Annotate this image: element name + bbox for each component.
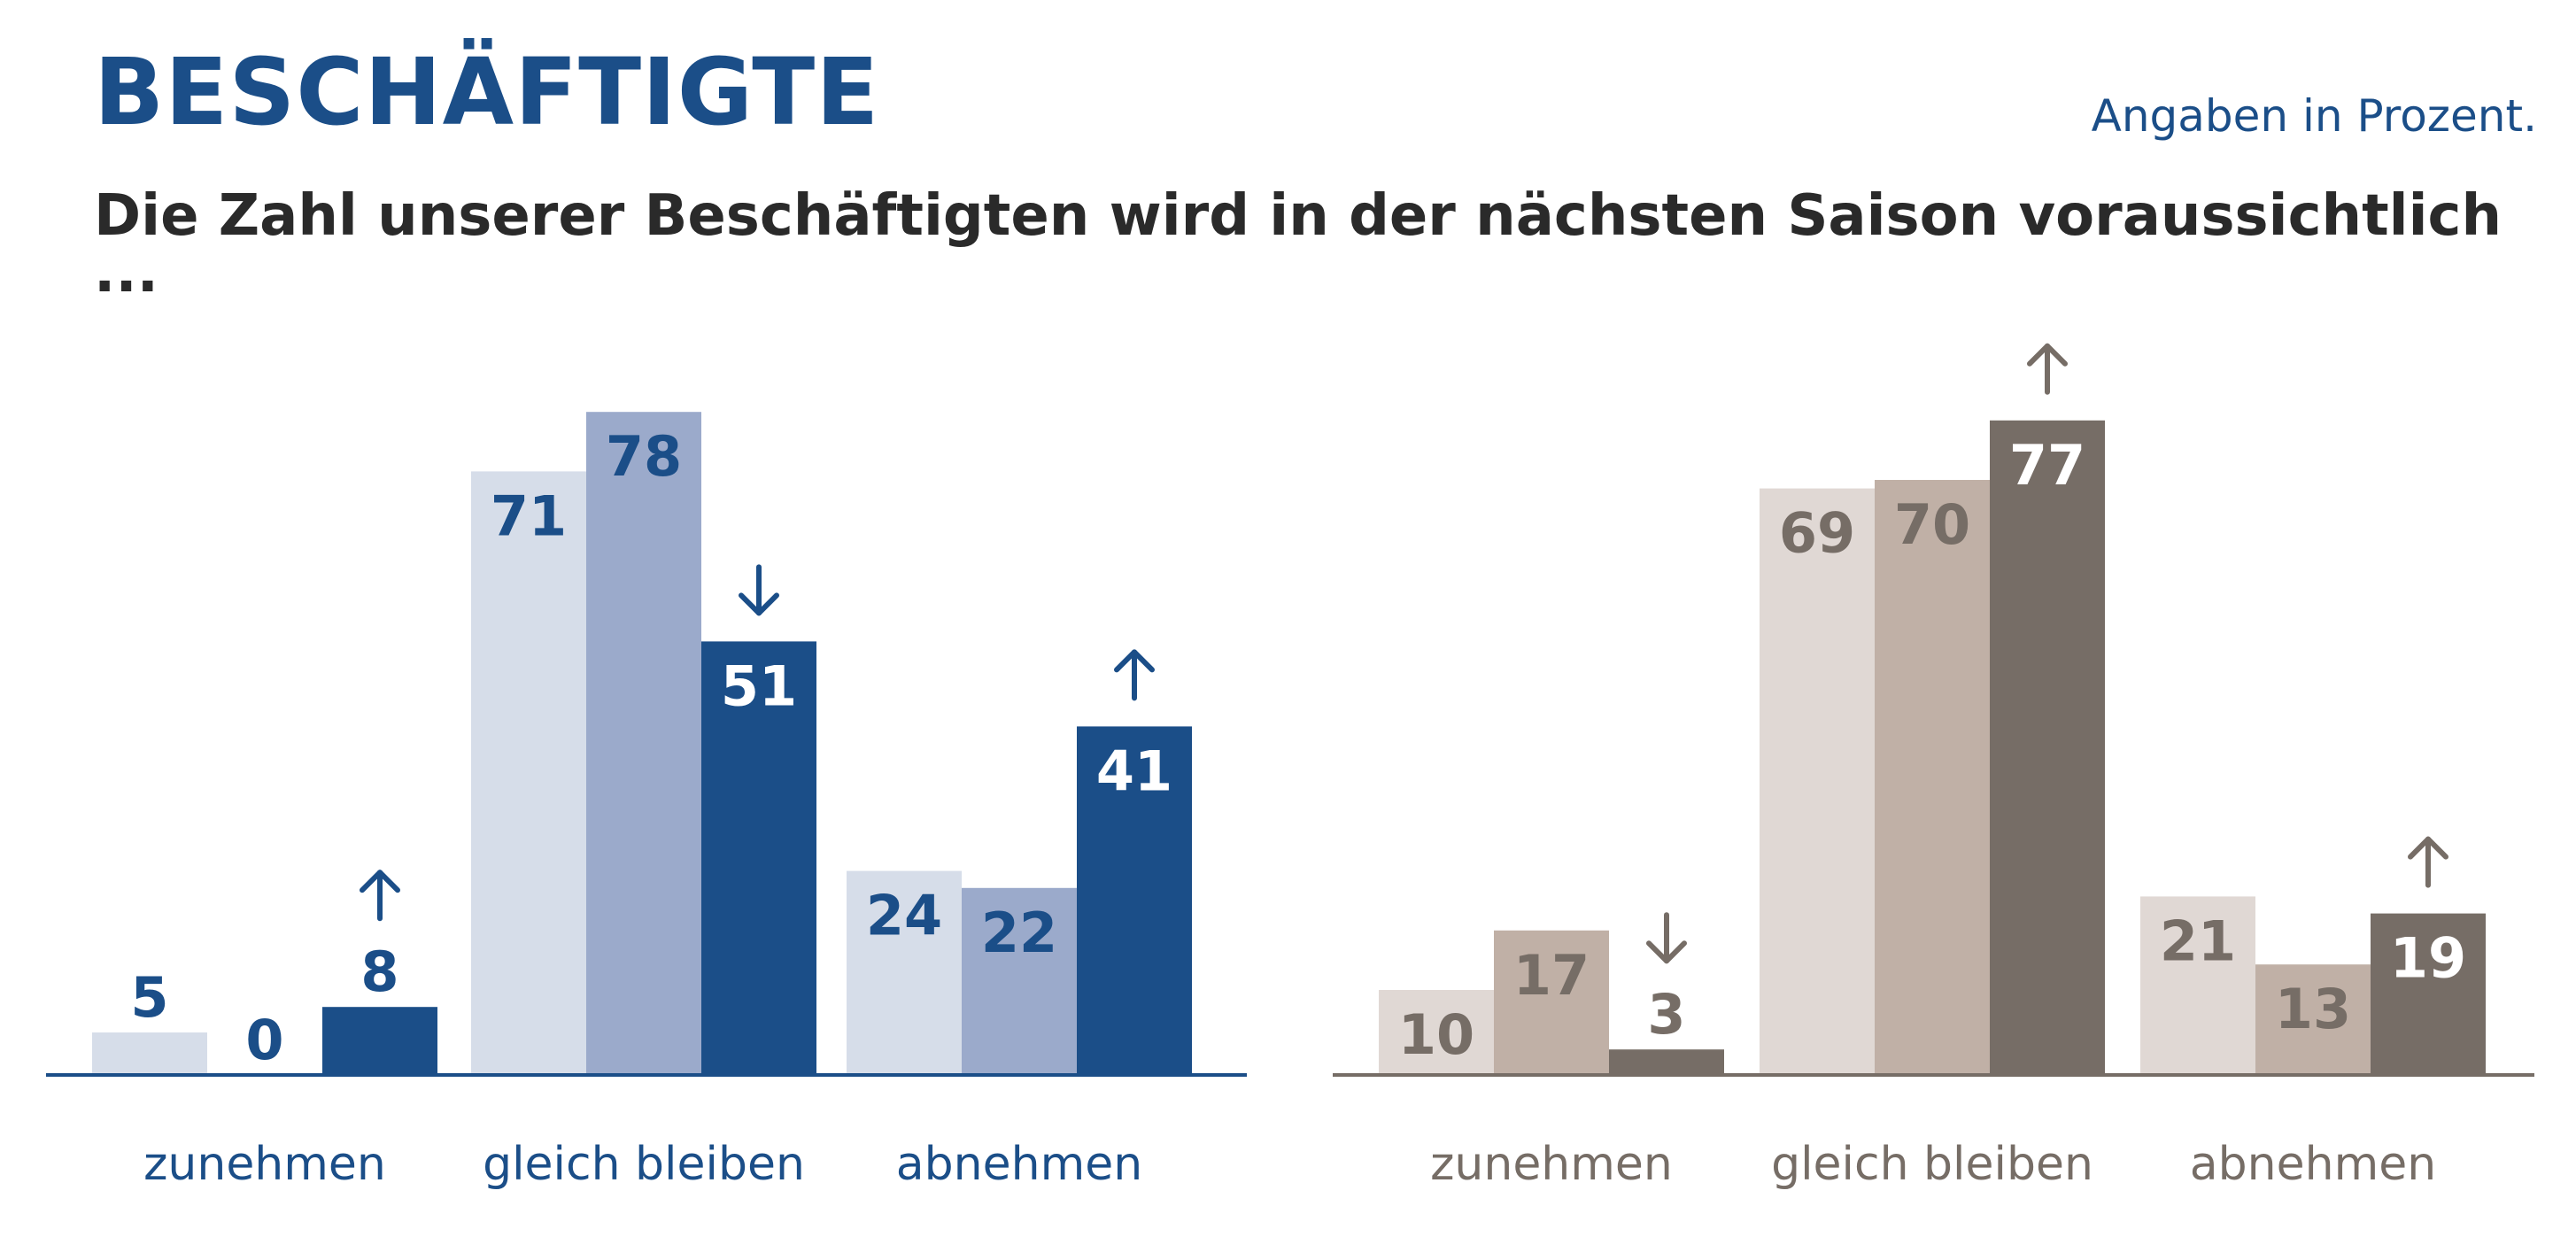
category-label: abnehmen [896, 1138, 1142, 1191]
chart-employees-grey: 10 17 3 zunehmen 69 70 77 gleich bleiben 21 13 19 a… [1333, 343, 2534, 1191]
value-label: 19 [2390, 926, 2466, 991]
value-label: 21 [2160, 908, 2236, 973]
category-label: abnehmen [2190, 1138, 2436, 1191]
bar-gleich-bleiben-s1 [1760, 488, 1875, 1075]
value-label: 24 [866, 884, 942, 948]
bar-gleich-bleiben-s3 [701, 641, 816, 1075]
arrow-up-icon [2027, 343, 2068, 395]
bar-zunehmen-s1 [92, 1032, 207, 1075]
unit-note: Angaben in Prozent. [2091, 90, 2537, 142]
arrow-up-icon [2408, 836, 2448, 888]
bar-gleich-bleiben-s2 [1875, 480, 1990, 1075]
bar-gleich-bleiben-s1 [471, 471, 586, 1075]
value-label: 8 [360, 939, 398, 1004]
category-label: zunehmen [143, 1138, 386, 1191]
bar-abnehmen-s2 [2255, 964, 2371, 1075]
bar-gleich-bleiben-s2 [586, 412, 701, 1075]
value-label: 71 [491, 483, 567, 548]
bar-gleich-bleiben-s3 [1990, 420, 2105, 1075]
arrow-down-icon [739, 564, 779, 616]
page-title: BESCHÄFTIGTE [94, 38, 880, 146]
chart-employees-blue: 5 0 8 zunehmen 71 78 51 gleich bleiben 24 22 41 abn… [46, 412, 1247, 1191]
value-label: 0 [245, 1008, 283, 1072]
category-label: zunehmen [1430, 1138, 1673, 1191]
value-label: 22 [981, 901, 1057, 965]
arrow-down-icon [1646, 912, 1687, 964]
value-label: 41 [1096, 738, 1172, 803]
value-label: 69 [1779, 501, 1855, 566]
value-label: 3 [1647, 982, 1685, 1047]
bar-zunehmen-s1 [1379, 990, 1494, 1075]
value-label: 70 [1894, 492, 1970, 557]
value-label: 77 [2009, 433, 2085, 498]
bar-zunehmen-s3 [1609, 1049, 1724, 1075]
bar-abnehmen-s1 [847, 870, 962, 1075]
bar-abnehmen-s1 [2140, 896, 2255, 1075]
category-label: gleich bleiben [1771, 1138, 2093, 1191]
value-label: 51 [721, 653, 797, 718]
bar-abnehmen-s3 [2371, 913, 2486, 1075]
bar-abnehmen-s2 [962, 887, 1077, 1075]
arrow-up-icon [360, 870, 400, 922]
arrow-up-icon [1114, 649, 1155, 701]
category-label: gleich bleiben [483, 1138, 805, 1191]
chart-subtitle: Die Zahl unserer Beschäftigten wird in d… [94, 183, 2503, 305]
value-label: 78 [606, 424, 682, 489]
bar-abnehmen-s3 [1077, 726, 1192, 1075]
value-label: 13 [2275, 977, 2351, 1041]
bar-zunehmen-s2 [1494, 930, 1609, 1075]
bar-zunehmen-s3 [322, 1007, 437, 1075]
value-label: 17 [1513, 943, 1590, 1008]
value-label: 5 [130, 965, 168, 1030]
value-label: 10 [1398, 1002, 1474, 1067]
